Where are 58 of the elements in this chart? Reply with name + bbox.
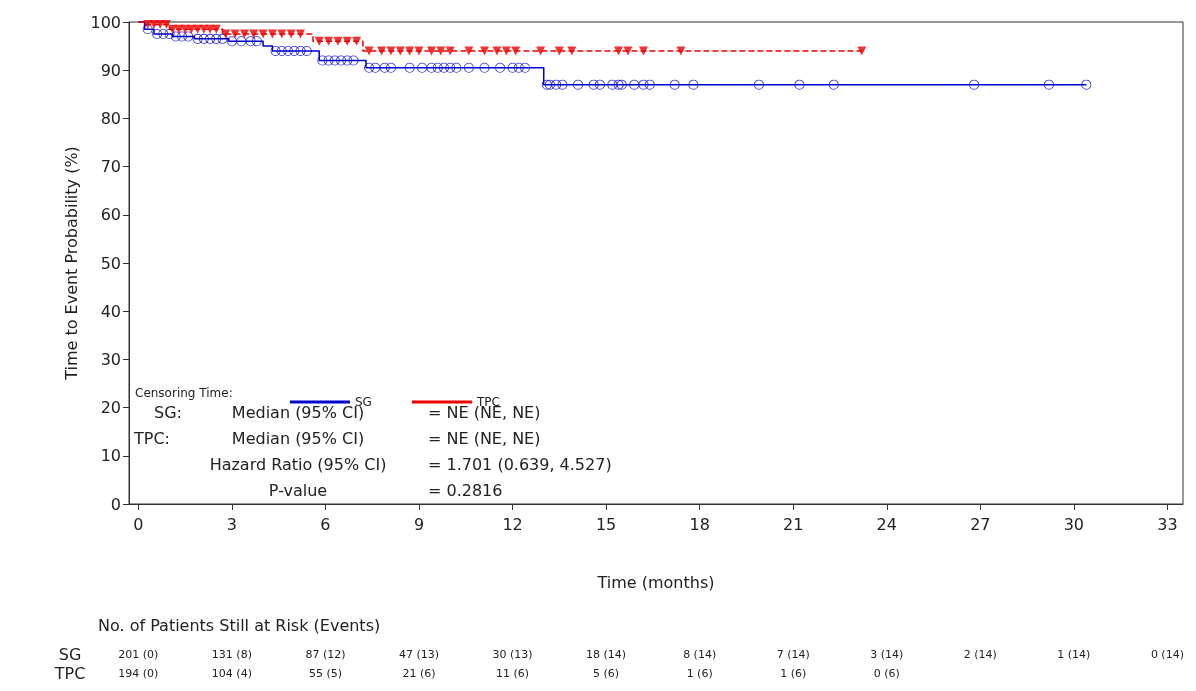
x-tick-label: 18 [689,514,710,534]
text: 21 (6) [402,666,436,680]
x-tick-label: 3 [226,514,237,534]
text: 1 (14) [1057,647,1091,661]
text: 2 (14) [963,647,997,661]
x-axis-title: Time (months) [596,572,715,592]
y-tick-label: 20 [100,398,121,418]
annotation: = 0.2816 [428,481,503,501]
text: 0 (6) [873,666,900,680]
text: 5 (6) [593,666,620,680]
y-tick-label: 10 [100,446,121,466]
text: 47 (13) [398,647,440,661]
y-tick-label: 100 [90,12,121,32]
legend-title: Censoring Time: [135,385,233,400]
x-tick-label: 9 [413,514,425,534]
x-tick-label: 0 [133,514,144,534]
y-tick-label: 90 [100,60,121,80]
text: 1 (6) [686,666,713,680]
text: 8 (14) [683,647,717,661]
x-tick-label: 24 [876,514,897,534]
text: 3 (14) [870,647,904,661]
y-tick-label: 0 [110,494,121,514]
y-tick-label: 30 [100,349,121,369]
y-tick-label: 60 [100,205,121,225]
x-tick-label: 30 [1063,514,1085,534]
text: 104 (4) [211,666,252,680]
y-tick-label: 50 [100,253,121,273]
annotation: = NE (NE, NE) [428,429,541,449]
x-tick-label: 33 [1157,514,1178,534]
annotation: TPC: [133,429,170,449]
x-tick-label: 21 [783,514,804,534]
x-tick-label: 12 [502,514,523,534]
annotation: = 1.701 (0.639, 4.527) [428,455,612,475]
x-tick-label: 6 [320,514,331,534]
text: No. of Patients Still at Risk (Events) [98,615,381,635]
annotation: Median (95% CI) [231,429,365,449]
x-tick-label: 27 [970,514,991,534]
text: 30 (13) [492,647,533,661]
annotation: Hazard Ratio (95% CI) [209,455,387,475]
text: 0 (14) [1150,647,1184,661]
y-tick-label: 70 [100,157,121,177]
y-tick-label: 40 [100,301,121,321]
annotation: SG: [154,403,182,423]
text: 1 (6) [780,666,807,680]
text: 201 (0) [118,647,159,661]
text: 18 (14) [586,647,627,661]
text: 11 (6) [496,666,530,680]
text: SG [58,644,82,664]
text: 87 (12) [305,647,346,661]
y-axis-title: Time to Event Probability (%) [62,146,82,381]
text: TPC [53,663,86,683]
y-tick-label: 80 [100,108,121,128]
text: 55 (5) [308,666,342,680]
text: 7 (14) [776,647,810,661]
text: 194 (0) [118,666,159,680]
x-tick-label: 15 [595,514,617,534]
text: 131 (8) [211,647,252,661]
annotation: P-value [268,481,328,501]
